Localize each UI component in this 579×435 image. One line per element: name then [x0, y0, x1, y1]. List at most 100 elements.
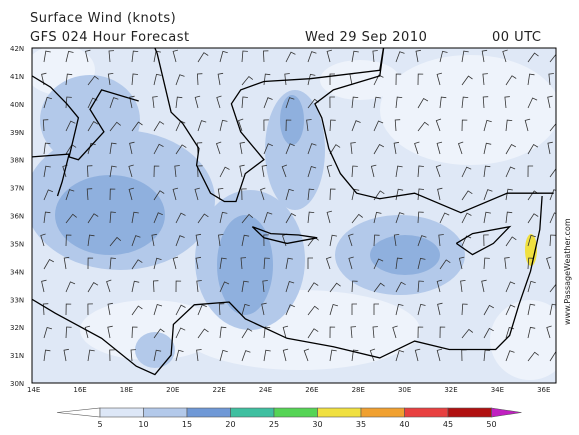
date: Wed 29 Sep 2010: [305, 30, 427, 45]
wind-barb: [109, 236, 122, 247]
latitude-label: 31N: [10, 352, 24, 360]
wind-barb: [527, 257, 534, 270]
wind-barb: [175, 304, 186, 316]
colorbar-label: 10: [138, 420, 148, 429]
wind-barb: [43, 349, 51, 362]
wind-barb: [373, 234, 380, 247]
wind-barb: [483, 211, 491, 224]
wind-barb: [109, 165, 117, 178]
wind-barb: [457, 141, 464, 155]
wind-barb: [86, 188, 93, 201]
wind-barb: [549, 212, 556, 224]
wind-barb: [329, 119, 336, 132]
wind-barb: [439, 96, 447, 109]
wind-barb: [65, 303, 72, 316]
wind-barb: [461, 212, 472, 224]
longitude-label: 14E: [27, 386, 40, 394]
wind-barb: [263, 326, 271, 339]
wind-barb: [351, 349, 359, 362]
wind-barb: [151, 233, 157, 247]
wind-barb: [263, 349, 271, 362]
wind-barb: [285, 280, 295, 293]
wind-barb: [217, 72, 224, 86]
wind-barb: [307, 211, 315, 224]
wind-barb: [65, 189, 75, 201]
wind-barb: [483, 165, 491, 178]
wind-barb: [549, 53, 556, 63]
wind-barb: [505, 350, 515, 362]
wind-barb: [84, 325, 91, 339]
wind-barb: [218, 234, 224, 247]
longitude-label: 26E: [305, 386, 318, 394]
wind-barb: [131, 259, 143, 270]
wind-barb: [329, 73, 335, 85]
wind-barb: [527, 73, 535, 86]
latitude-label: 33N: [10, 296, 24, 304]
wind-barb: [40, 233, 46, 247]
wind-barb: [549, 123, 556, 132]
wind-barb: [175, 74, 185, 86]
wind-barb: [548, 73, 554, 86]
wind-barb: [197, 52, 209, 63]
wind-barb: [307, 188, 315, 201]
colorbar-label: 15: [182, 420, 192, 429]
wind-barb: [109, 257, 116, 270]
wind-barb: [395, 51, 405, 63]
wind-barb: [43, 165, 51, 178]
wind-barb: [483, 234, 489, 247]
wind-barb: [307, 73, 316, 86]
wind-barb: [505, 75, 517, 86]
wind-barb: [527, 303, 536, 316]
wind-barb: [263, 257, 270, 270]
wind-barb: [546, 256, 552, 270]
wind-barb: [65, 120, 76, 132]
wind-barb: [395, 73, 402, 86]
wind-barb: [42, 119, 49, 132]
wind-barb: [373, 282, 385, 293]
wind-barb: [350, 142, 356, 155]
crete: [251, 226, 318, 245]
wind-barb: [129, 95, 135, 109]
wind-barb: [109, 97, 119, 109]
wind-barb: [241, 213, 254, 224]
wind-barb: [373, 74, 384, 86]
latitude-label: 34N: [10, 268, 24, 276]
wind-barb: [241, 188, 247, 201]
wind-barb: [196, 349, 202, 362]
wind-barb: [43, 142, 51, 155]
wind-barb: [239, 141, 245, 155]
wind-barb: [153, 328, 165, 339]
wind-barb: [65, 234, 72, 247]
colorbar-label: 30: [312, 420, 322, 429]
wind-barb: [306, 119, 312, 132]
colorbar-segment: [273, 407, 318, 418]
wind-barb: [372, 50, 378, 63]
wind-barb: [107, 73, 114, 86]
wind-barb: [439, 259, 451, 270]
title: Surface Wind (knots): [30, 11, 176, 26]
wind-barb: [107, 302, 113, 316]
colorbar-label: 50: [486, 420, 496, 429]
latitude-label: 36N: [10, 213, 24, 221]
wind-barb: [130, 349, 136, 362]
wind-barb: [219, 257, 227, 270]
wind-barb: [483, 304, 494, 316]
wind-barb: [417, 165, 424, 178]
wind-barb: [415, 49, 421, 63]
wind-barb: [285, 143, 295, 155]
wind-barb: [153, 143, 164, 155]
wind-barb: [86, 165, 93, 178]
wind-barb: [261, 302, 267, 316]
wind-barb: [482, 73, 488, 86]
wind-barb: [370, 164, 377, 178]
wind-barb: [502, 49, 508, 63]
wind-barb: [329, 188, 336, 201]
wind-barb: [131, 280, 140, 293]
wind-barb: [505, 236, 517, 247]
wind-barb: [172, 187, 179, 201]
wind-barb: [393, 234, 400, 247]
wind-barb: [392, 325, 398, 339]
colorbar-label: 25: [269, 420, 279, 429]
wind-barb: [483, 142, 492, 155]
